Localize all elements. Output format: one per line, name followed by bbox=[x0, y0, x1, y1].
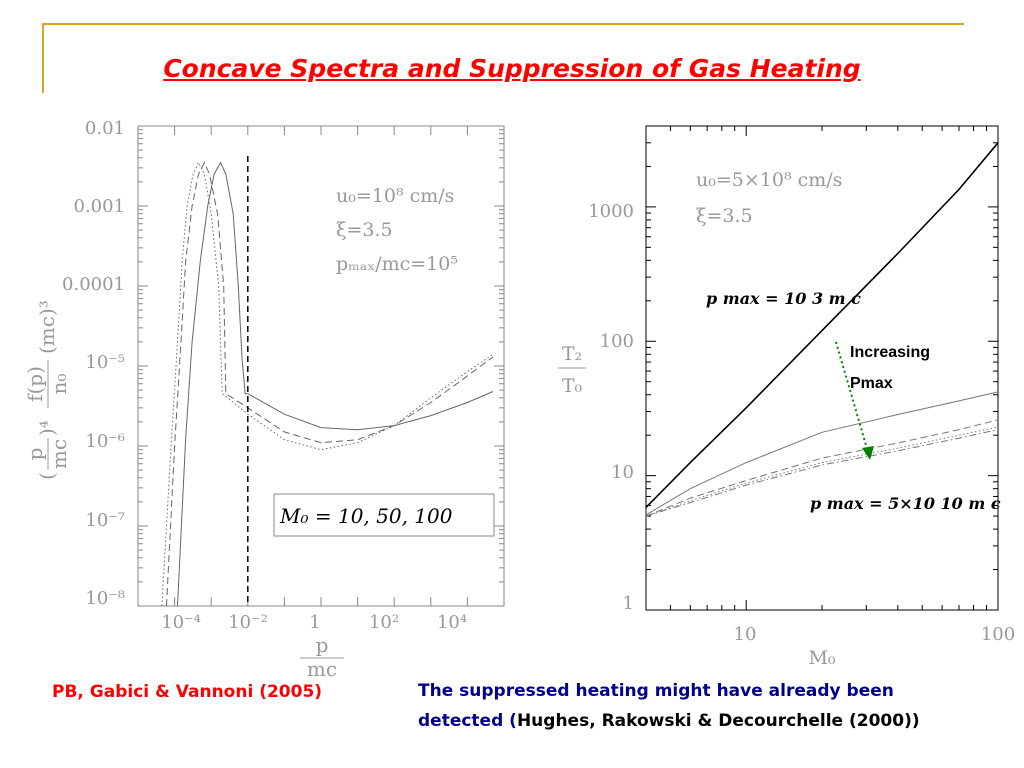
left-ylabel-fp: f(p) bbox=[23, 366, 47, 402]
arrow-label-1: Increasing bbox=[850, 344, 930, 361]
citation-right: The suppressed heating might have alread… bbox=[418, 676, 1018, 736]
citation-right-line2-a: detected ( bbox=[418, 711, 517, 731]
left-legend-box bbox=[273, 493, 495, 537]
left-ylabel-p: p bbox=[23, 448, 47, 461]
right-series-line-dashed bbox=[645, 419, 999, 517]
left-annotation-line: pₘₐₓ/mc=10⁵ bbox=[336, 253, 458, 275]
left-ylabel-close: )⁴ bbox=[35, 420, 59, 436]
slide-frame-top bbox=[42, 23, 964, 25]
left-xtick-label: 10⁴ bbox=[437, 612, 467, 633]
citation-right-line2: detected (Hughes, Rakowski & Decourchell… bbox=[418, 706, 1018, 736]
left-xtick-label: 10⁻² bbox=[228, 612, 268, 633]
right-ytick-label: 100 bbox=[600, 331, 634, 352]
right-series-line-thick bbox=[645, 142, 999, 508]
citation-left: PB, Gabici & Vannoni (2005) bbox=[52, 682, 323, 702]
right-ylabel-num: T₂ bbox=[562, 343, 582, 365]
right-label-pmax-low: p max = 10 3 m c bbox=[706, 289, 861, 308]
left-ylabel-mc: mc bbox=[47, 439, 71, 469]
citation-right-line2-b: Hughes, Rakowski & Decourchelle (2000)) bbox=[516, 711, 920, 731]
left-ylabel: ( p mc )⁴ f(p) n₀ (mc)³ bbox=[23, 300, 71, 480]
left-xtick-label: 10⁻⁴ bbox=[161, 612, 201, 633]
left-ytick-label: 0.001 bbox=[73, 196, 125, 217]
left-series-line-dashed bbox=[166, 161, 494, 607]
left-ticks bbox=[137, 125, 505, 607]
left-xtick-label: 10² bbox=[369, 612, 399, 633]
arrow-label-2: Pmax bbox=[850, 375, 893, 392]
right-annotation: u₀=5×10⁸ cm/s ξ=3.5 bbox=[696, 169, 842, 227]
left-ylabel-open: ( bbox=[35, 472, 59, 480]
left-series bbox=[161, 161, 494, 607]
left-xlabel: p mc bbox=[300, 633, 344, 681]
left-ylabel-mc3: (mc)³ bbox=[35, 300, 59, 354]
right-label-pmax-high: p max = 5×10 10 m c bbox=[810, 494, 1001, 513]
right-series-line-dotted bbox=[645, 426, 999, 517]
citation-right-line1: The suppressed heating might have alread… bbox=[418, 681, 894, 701]
left-chart: 0.01 0.001 0.0001 10⁻⁵ 10⁻⁶ 10⁻⁷ 10⁻⁸ 10… bbox=[23, 118, 505, 681]
left-xticks: 10⁻⁴ 10⁻² 1 10² 10⁴ bbox=[161, 612, 467, 633]
right-annotation-line: ξ=3.5 bbox=[696, 205, 753, 227]
right-series-line-dashdot bbox=[645, 429, 999, 517]
left-series-line-dotted bbox=[161, 161, 494, 607]
right-ylabel: T₂ T₀ bbox=[558, 343, 586, 397]
right-ytick-label: 10 bbox=[611, 462, 634, 483]
left-annotation: u₀=10⁸ cm/s ξ=3.5 pₘₐₓ/mc=10⁵ bbox=[336, 185, 458, 275]
right-series bbox=[645, 142, 999, 517]
left-ylabel-n0: n₀ bbox=[47, 374, 71, 395]
right-xlabel: M₀ bbox=[808, 647, 835, 669]
left-legend-text: M₀ = 10, 50, 100 bbox=[279, 504, 453, 528]
slide-frame-left bbox=[42, 23, 44, 93]
right-ytick-label: 1000 bbox=[588, 201, 634, 222]
right-xtick-label: 10 bbox=[734, 624, 757, 645]
left-series-line-solid bbox=[177, 161, 494, 607]
right-ytick-label: 1 bbox=[623, 593, 634, 614]
left-ytick-label: 10⁻⁶ bbox=[85, 431, 125, 452]
left-xtick-label: 1 bbox=[309, 612, 320, 633]
arrow-head-icon bbox=[862, 446, 874, 460]
right-plot-frame bbox=[645, 125, 999, 611]
left-xlabel-num: p bbox=[316, 633, 329, 657]
left-ytick-label: 10⁻⁵ bbox=[85, 352, 125, 373]
right-ylabel-den: T₀ bbox=[562, 375, 583, 397]
left-xlabel-den: mc bbox=[307, 657, 337, 681]
left-ytick-label: 0.0001 bbox=[62, 274, 125, 295]
right-chart: 1 10 100 1000 10 100 M₀ T₂ T₀ u₀=5×10⁸ c… bbox=[558, 125, 1016, 669]
left-ytick-label: 10⁻⁸ bbox=[85, 588, 125, 609]
left-ytick-label: 10⁻⁷ bbox=[85, 510, 125, 531]
right-xticks: 10 100 bbox=[734, 624, 1016, 645]
right-series-line-solid bbox=[645, 391, 999, 516]
right-xtick-label: 100 bbox=[981, 624, 1015, 645]
right-ticks bbox=[646, 125, 999, 611]
left-yticks: 0.01 0.001 0.0001 10⁻⁵ 10⁻⁶ 10⁻⁷ 10⁻⁸ bbox=[62, 118, 125, 609]
right-yticks: 1 10 100 1000 bbox=[588, 201, 634, 614]
left-annotation-line: u₀=10⁸ cm/s bbox=[336, 185, 454, 207]
left-ytick-label: 0.01 bbox=[85, 118, 125, 139]
right-annotation-line: u₀=5×10⁸ cm/s bbox=[696, 169, 842, 191]
slide-title: Concave Spectra and Suppression of Gas H… bbox=[163, 54, 861, 83]
increasing-pmax-arrow bbox=[835, 341, 869, 453]
left-annotation-line: ξ=3.5 bbox=[336, 219, 393, 241]
